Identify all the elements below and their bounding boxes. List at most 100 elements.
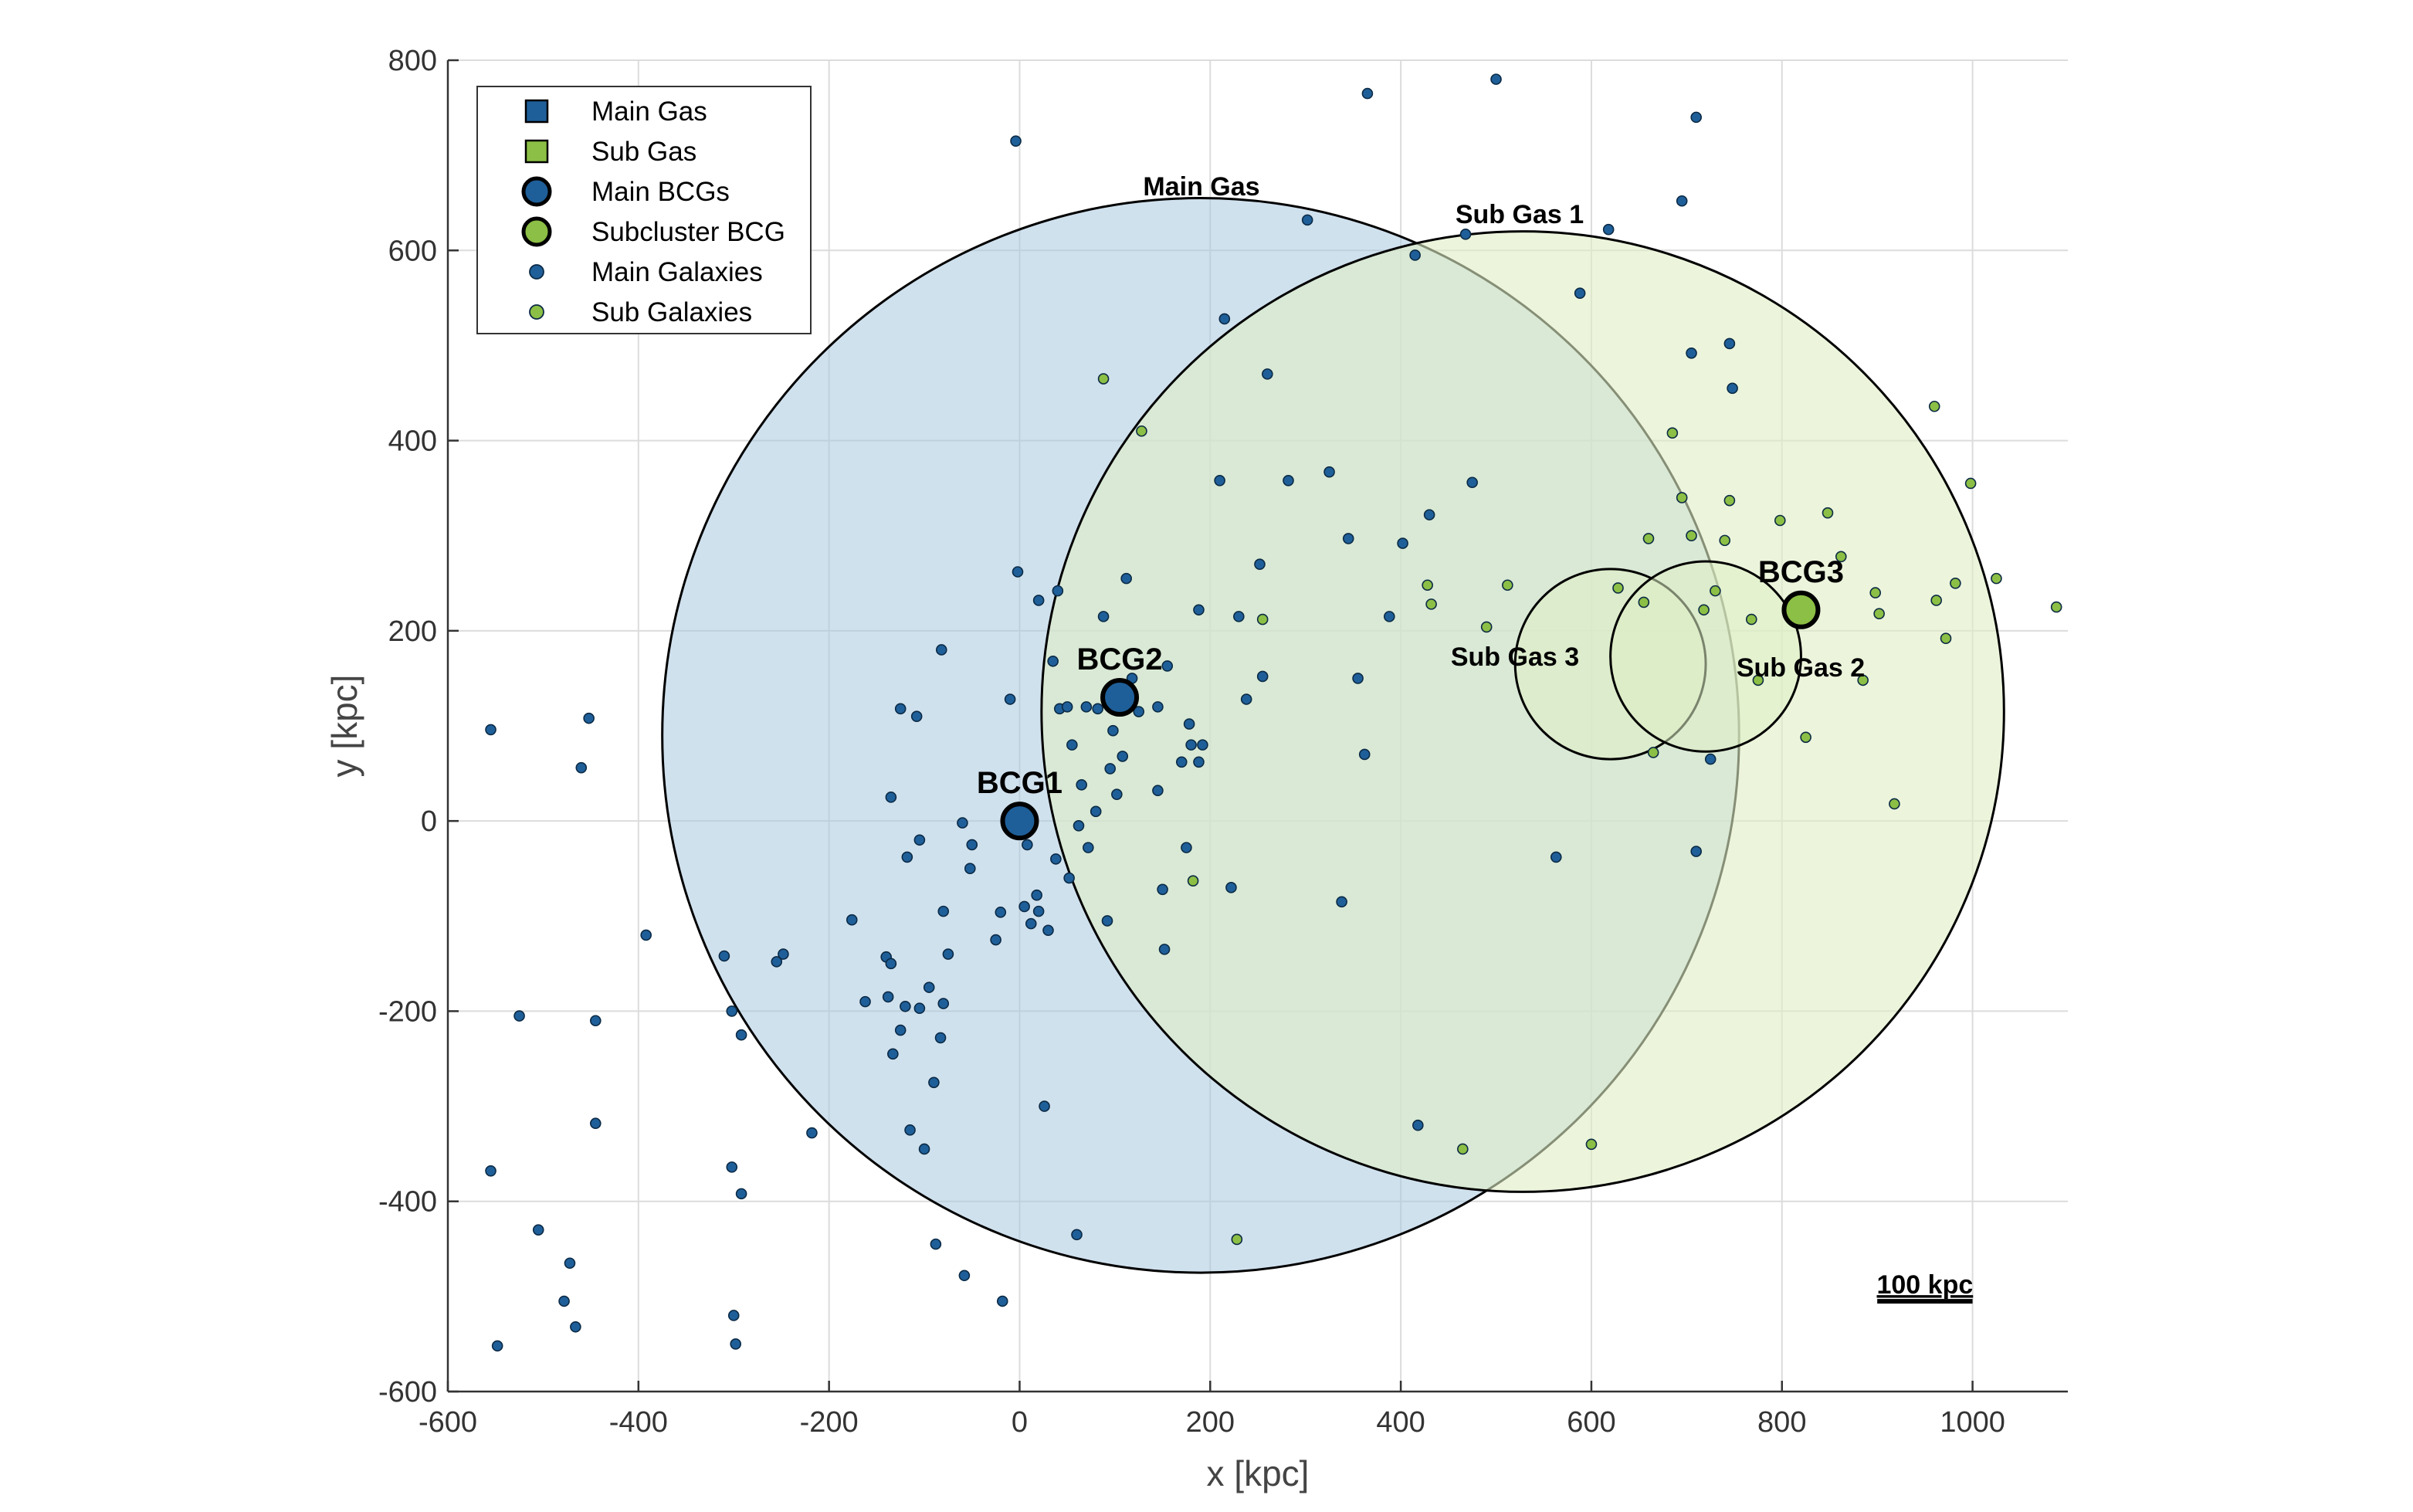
sub-galaxy-point [1940, 632, 1952, 645]
main-galaxy-point [1704, 753, 1717, 765]
main-galaxy-point [1690, 846, 1702, 857]
legend-label-main-galaxies: Main Galaxies [591, 257, 763, 287]
bcg-label-bcg3: BCG3 [1758, 555, 1844, 589]
bcg-marker-bcg2 [1100, 678, 1140, 717]
main-galaxy-point [1083, 842, 1094, 853]
x-tick-label: -200 [800, 1406, 859, 1439]
main-galaxy-point [1052, 585, 1064, 597]
sub-galaxy-point [1889, 798, 1900, 810]
sub-galaxy-point [1686, 530, 1697, 542]
gas-regions-layer [661, 197, 2005, 1274]
sub-galaxy-point [1950, 577, 1961, 589]
main-galaxy-point [1022, 839, 1033, 851]
region-labels-layer: Main Gas Sub Gas 1 Sub Gas 3 Sub Gas 2 [1143, 172, 1865, 683]
main-galaxy-point [913, 1002, 926, 1015]
sub-galaxy-point [1774, 514, 1786, 527]
main-galaxy-point [1152, 701, 1164, 713]
main-galaxy-point [1183, 718, 1195, 730]
sub-galaxy-point [1698, 604, 1710, 616]
main-galaxy-point [1301, 214, 1313, 226]
legend-label-subcluster-bcg: Subcluster BCG [591, 217, 785, 247]
main-galaxy-point [1602, 223, 1615, 236]
legend-marker-main-galaxies [529, 264, 544, 280]
main-galaxy-point [1050, 853, 1062, 865]
main-galaxy-point [1090, 805, 1102, 818]
main-galaxy-point [930, 1238, 942, 1250]
main-galaxy-point [894, 703, 907, 715]
galaxy-points-layer [485, 73, 2062, 1352]
x-tick-label: 0 [1012, 1406, 1028, 1439]
main-galaxy-point [1111, 788, 1123, 800]
main-galaxy-point [900, 1000, 911, 1012]
legend-box [476, 86, 812, 334]
main-galaxy-point [575, 761, 588, 774]
main-galaxy-point [1010, 135, 1022, 147]
main-galaxy-point [1161, 660, 1174, 672]
x-tick-label: -600 [419, 1406, 477, 1439]
main-galaxy-point [885, 958, 897, 970]
main-galaxy-point [513, 1010, 525, 1022]
main-galaxy-point [771, 956, 783, 968]
main-galaxy-point [1097, 611, 1110, 622]
main-galaxy-point [735, 1188, 747, 1200]
y-tick-label: 800 [388, 45, 437, 77]
main-galaxy-point [1323, 466, 1335, 478]
sub-galaxy-point [1256, 613, 1269, 625]
main-galaxy-point [583, 712, 595, 724]
main-galaxy-point [928, 1076, 940, 1089]
main-galaxy-point [1092, 703, 1103, 715]
main-galaxy-point [1158, 944, 1171, 955]
legend-label-sub-gas: Sub Gas [591, 137, 696, 167]
main-galaxy-point [1047, 655, 1059, 667]
main-galaxy-point [1181, 842, 1192, 853]
main-galaxy-point [1073, 820, 1085, 832]
main-galaxy-point [937, 998, 950, 1009]
main-galaxy-point [1240, 693, 1252, 705]
main-galaxy-point [1066, 739, 1078, 751]
main-galaxy-point [964, 863, 976, 875]
sub-galaxy-point [1676, 492, 1688, 503]
main-galaxy-point [846, 914, 858, 926]
y-tick-label: 200 [388, 615, 437, 648]
main-galaxy-point [1723, 337, 1736, 350]
sub-galaxy-point [2050, 601, 2062, 613]
sub-galaxy-point [1800, 731, 1811, 744]
main-galaxy-point [1358, 748, 1371, 761]
main-galaxy-point [589, 1117, 602, 1130]
legend-marker-sub-gas [524, 139, 549, 164]
main-galaxy-point [1459, 229, 1472, 240]
main-galaxy-point [726, 1005, 738, 1017]
main-galaxy-point [727, 1310, 740, 1321]
main-galaxy-point [935, 644, 947, 656]
sub-galaxy-point [1745, 613, 1757, 625]
main-galaxy-point [1120, 572, 1132, 585]
main-galaxy-point [1490, 73, 1502, 85]
x-tick-label: -400 [609, 1406, 668, 1439]
main-galaxy-point [1107, 724, 1119, 737]
main-galaxy-point [1727, 382, 1738, 395]
main-galaxy-point [1423, 509, 1435, 520]
main-galaxy-point [1080, 701, 1093, 713]
main-galaxy-point [894, 1024, 907, 1036]
main-galaxy-point [1031, 889, 1042, 901]
y-tick-label: 0 [421, 805, 437, 838]
x-tick-label: 600 [1567, 1406, 1615, 1439]
sub-galaxy-point [1723, 494, 1736, 507]
main-galaxy-point [718, 950, 730, 962]
main-galaxy-point [1063, 872, 1075, 884]
main-galaxy-point [1262, 368, 1273, 380]
main-galaxy-point [485, 724, 496, 736]
main-galaxy-point [937, 905, 950, 917]
main-galaxy-point [564, 1257, 576, 1270]
main-galaxy-point [1104, 763, 1117, 775]
main-galaxy-point [730, 1338, 742, 1350]
main-galaxy-point [1342, 533, 1354, 544]
main-galaxy-point [1574, 287, 1586, 300]
sub-galaxy-point [1822, 507, 1834, 519]
sub-galaxy-point [1638, 596, 1650, 609]
sub-galaxy-point [1585, 1138, 1598, 1151]
x-axis-title: x [kpc] [1207, 1453, 1310, 1493]
y-tick-label: 400 [388, 425, 437, 458]
main-galaxy-point [923, 981, 935, 993]
sub-galaxy-point [1930, 595, 1942, 606]
